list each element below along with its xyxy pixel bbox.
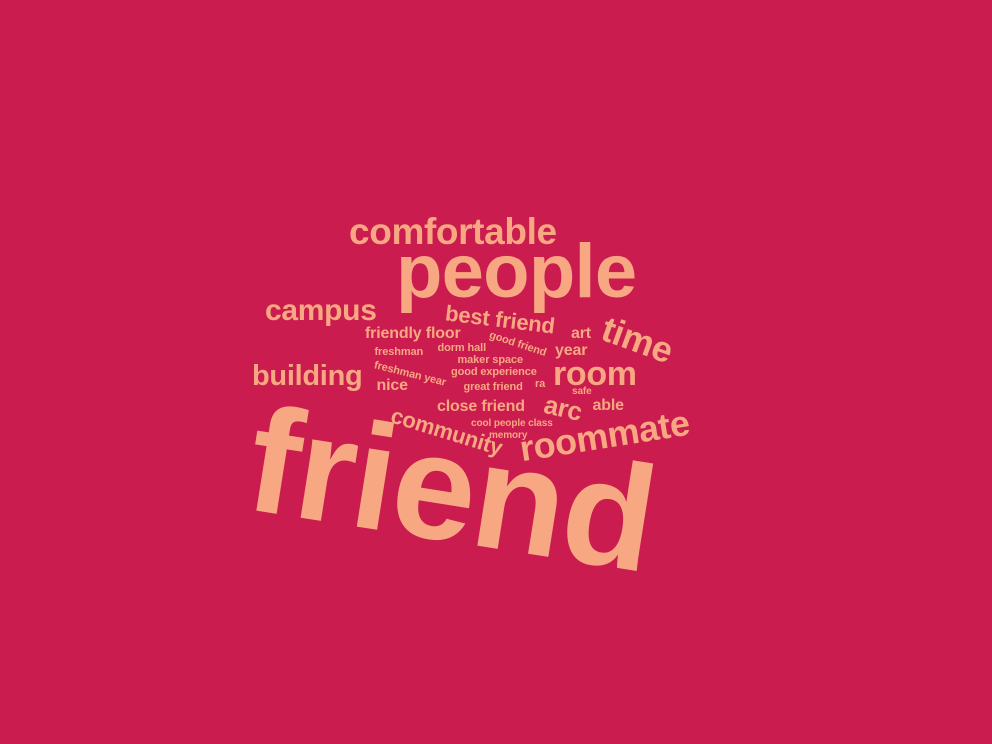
word-year: year (555, 342, 588, 359)
word-building: building (252, 359, 363, 392)
word-safe: safe (572, 386, 592, 397)
word-friendly-floor: friendly floor (365, 325, 461, 342)
word-great-friend: great friend (463, 380, 523, 393)
word-people: people (396, 229, 637, 314)
word-comfortable: comfortable (349, 210, 557, 252)
word-dorm-hall: dorm hall (437, 341, 487, 354)
word-ra: ra (535, 377, 546, 390)
word-maker-space: maker space (457, 353, 524, 366)
word-nice: nice (376, 377, 409, 394)
word-close-friend: close friend (437, 398, 525, 415)
word-freshman: freshman (374, 345, 424, 358)
word-able: able (592, 397, 625, 414)
word-art: art (571, 325, 591, 342)
word-good-experience: good experience (451, 365, 537, 378)
word-memory: memory (489, 430, 528, 441)
word-cool-people-class: cool people class (471, 418, 553, 429)
word-room: room (553, 355, 637, 393)
word-campus: campus (265, 294, 377, 327)
